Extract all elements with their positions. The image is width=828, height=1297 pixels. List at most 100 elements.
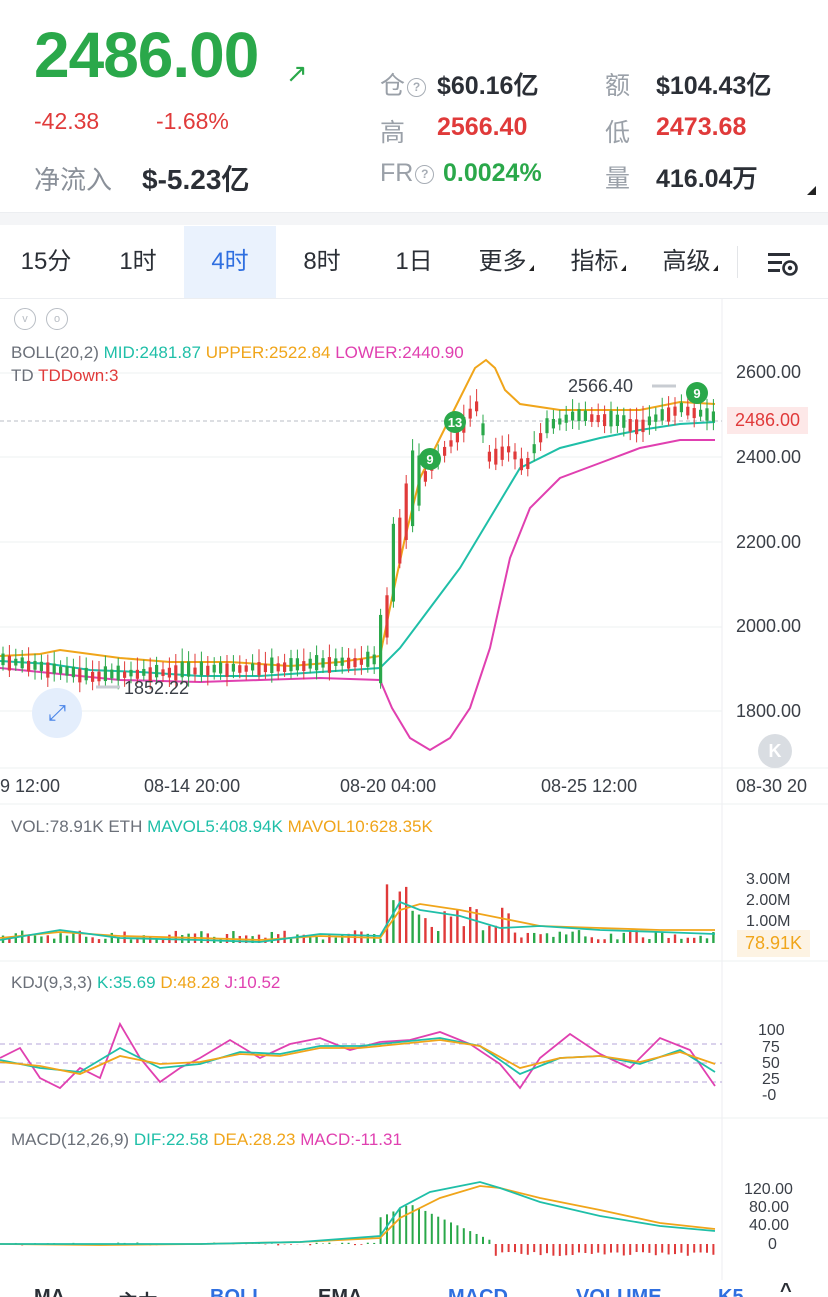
- volume-bar: [392, 900, 395, 943]
- volume-bar: [705, 938, 709, 943]
- candle: [449, 440, 453, 447]
- tab-1h[interactable]: 1时: [119, 248, 157, 275]
- gear-icon[interactable]: o: [46, 308, 68, 330]
- candle: [494, 448, 498, 465]
- candle: [59, 666, 63, 674]
- candle: [391, 523, 395, 602]
- macd-bar: [661, 1244, 664, 1253]
- candle: [199, 661, 203, 676]
- td-marker: 9: [686, 382, 708, 404]
- tab-1d[interactable]: 1日: [395, 248, 433, 275]
- macd-bar: [648, 1244, 651, 1253]
- volume-bar: [405, 886, 408, 943]
- volume-bar: [136, 938, 139, 943]
- candle: [7, 655, 11, 671]
- scroll-to-latest-icon[interactable]: K: [758, 734, 792, 768]
- low-value: 2473.68: [656, 113, 747, 141]
- candle: [443, 446, 447, 456]
- tab-15m[interactable]: 15分: [20, 248, 72, 275]
- candle: [500, 446, 504, 460]
- volume-bar: [155, 939, 158, 943]
- macd-bar: [526, 1244, 529, 1255]
- chevron-up-icon[interactable]: ^: [780, 1280, 792, 1297]
- indicator-tab-volume[interactable]: VOLUME: [576, 1286, 662, 1297]
- indicator-tab-ma[interactable]: MA: [34, 1286, 66, 1297]
- volume-bar: [533, 932, 536, 943]
- x-tick: 9 12:00: [0, 776, 61, 796]
- macd-bar: [622, 1244, 625, 1256]
- y-tick: 100: [758, 1022, 785, 1039]
- collapse-icon[interactable]: v: [14, 308, 36, 330]
- expand-corner-icon[interactable]: [807, 186, 816, 195]
- help-icon[interactable]: ?: [407, 77, 427, 97]
- indicator-tab-k5[interactable]: K5: [718, 1286, 744, 1297]
- macd-bar: [450, 1222, 452, 1244]
- candle: [558, 418, 562, 425]
- y-tick: 3.00M: [746, 871, 791, 888]
- volume-bar: [85, 936, 88, 943]
- indicator-tab-boll[interactable]: BOLL: [210, 1286, 265, 1297]
- candle: [609, 410, 613, 427]
- candle: [155, 664, 159, 678]
- volume-bar: [296, 934, 299, 943]
- volume-bar: [430, 926, 433, 943]
- macd-bar: [680, 1244, 683, 1253]
- candle: [212, 664, 216, 673]
- fullscreen-icon[interactable]: ⤢: [32, 688, 82, 738]
- volume-bar: [379, 938, 382, 943]
- macd-bar: [437, 1216, 440, 1244]
- candle: [187, 661, 191, 677]
- macd-bar: [430, 1213, 433, 1244]
- y-tick: 75: [762, 1039, 780, 1056]
- dropdown-caret-icon: [712, 265, 718, 271]
- macd-bar: [469, 1231, 472, 1244]
- candle: [359, 658, 363, 665]
- indicator-tab-ema[interactable]: EMA: [318, 1286, 363, 1297]
- volume-bar: [59, 933, 62, 943]
- tab-advanced[interactable]: 高级: [644, 226, 736, 298]
- candle: [564, 414, 568, 423]
- candle: [91, 671, 95, 682]
- volume-bar: [443, 911, 446, 943]
- tab-more[interactable]: 更多: [460, 226, 552, 298]
- candle: [711, 411, 715, 422]
- help-icon[interactable]: ?: [415, 164, 435, 184]
- tab-8h[interactable]: 8时: [303, 248, 341, 275]
- volume-bar: [635, 930, 638, 943]
- macd-bar: [405, 1205, 408, 1244]
- volume-bar: [424, 918, 427, 943]
- macd-bar: [546, 1244, 548, 1254]
- candle: [308, 658, 312, 669]
- candle: [244, 665, 248, 672]
- macd-bar: [373, 1242, 376, 1244]
- volume-bar: [667, 937, 670, 943]
- dropdown-caret-icon: [620, 265, 626, 271]
- boll-legend: BOLL(20,2) MID:2481.87 UPPER:2522.84 LOW…: [11, 343, 464, 362]
- kline-chart[interactable]: 9 13 9: [0, 298, 828, 1280]
- volume-bar: [526, 932, 529, 943]
- macd-bar: [565, 1244, 568, 1256]
- candle: [289, 658, 293, 672]
- macd-histogram: [2, 1205, 715, 1256]
- volume-label: 量: [605, 165, 631, 193]
- candle: [660, 409, 664, 421]
- volume-bar: [283, 930, 286, 943]
- macd-bar: [533, 1244, 536, 1253]
- macd-bar: [309, 1244, 312, 1246]
- indicator-tab-main[interactable]: 主力: [118, 1286, 158, 1297]
- tab-indicators[interactable]: 指标: [552, 226, 644, 298]
- amount-label: 额: [605, 72, 631, 100]
- candle: [148, 667, 152, 681]
- volume-bar: [462, 926, 465, 943]
- candle: [283, 662, 287, 672]
- macd-bar: [590, 1244, 593, 1254]
- volume-bar: [641, 937, 645, 943]
- candle: [404, 483, 408, 540]
- volume-bar: [149, 936, 152, 943]
- indicator-tab-macd[interactable]: MACD: [448, 1286, 508, 1297]
- candle: [583, 410, 587, 421]
- macd-bar: [488, 1239, 491, 1244]
- chart-settings-icon[interactable]: [738, 226, 828, 298]
- candle: [622, 415, 626, 428]
- tab-4h[interactable]: 4时: [184, 226, 276, 298]
